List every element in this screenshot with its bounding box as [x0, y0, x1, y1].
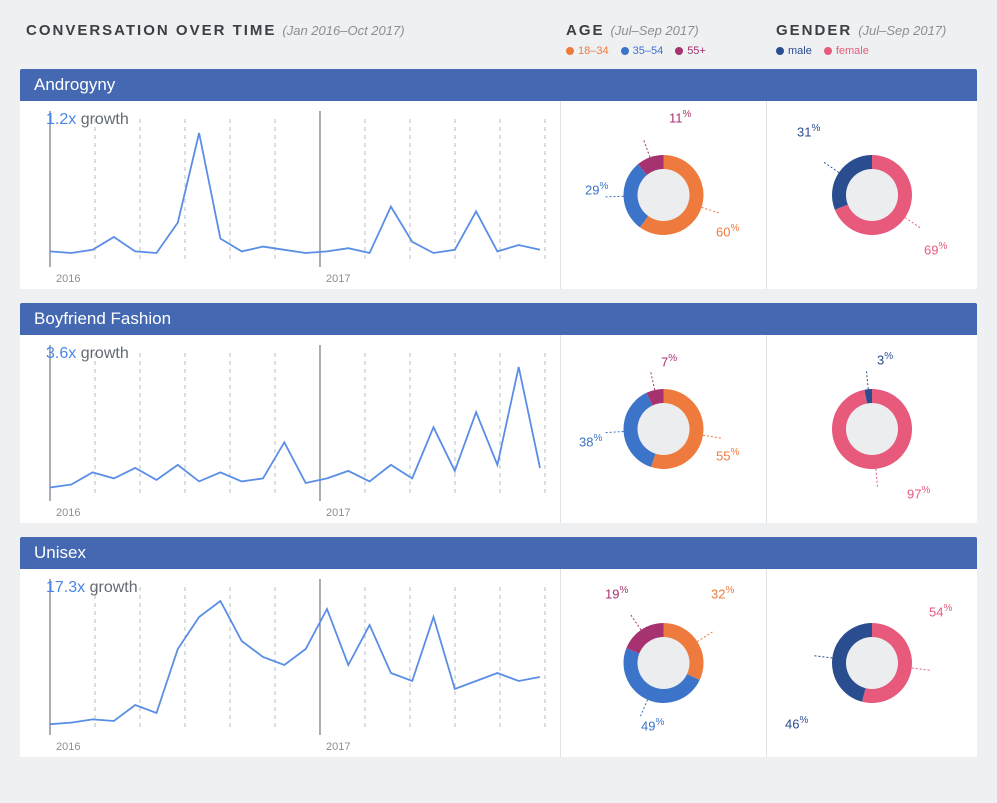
donut-value-label: 3%: [877, 351, 893, 367]
legend-item: 35–54: [621, 45, 664, 57]
donut-value-label: 38%: [579, 433, 602, 449]
legend-item: 18–34: [566, 45, 609, 57]
donut-chart-svg: [767, 335, 977, 523]
growth-value: 17.3x: [46, 579, 85, 596]
growth-label: 17.3x growth: [46, 579, 138, 597]
header-age: AGE (Jul–Sep 2017) 18–34 35–54 55+: [566, 22, 776, 57]
donut-value-label: 49%: [641, 717, 664, 733]
panel-body: 3.6x growth 2016 2017 55% 38% 7% 97% 3%: [20, 335, 977, 523]
line-chart-svg: [20, 335, 560, 523]
topic-panel: Boyfriend Fashion 3.6x growth 2016 2017 …: [20, 303, 977, 523]
donut-value-label: 69%: [924, 241, 947, 257]
donut-value-label: 11%: [669, 109, 691, 125]
legend-dot-icon: [824, 47, 832, 55]
donut-value-label: 7%: [661, 353, 677, 369]
gender-range: (Jul–Sep 2017): [858, 23, 946, 38]
header-conversation: CONVERSATION OVER TIME (Jan 2016–Oct 201…: [26, 22, 566, 39]
gender-legend: male female: [776, 45, 971, 57]
age-donut-cell: 60% 29% 11%: [561, 101, 767, 289]
conversation-range: (Jan 2016–Oct 2017): [282, 23, 404, 38]
panels-container: Androgyny 1.2x growth 2016 2017 60% 29% 11…: [0, 69, 997, 757]
growth-label: 3.6x growth: [46, 345, 129, 363]
legend-item: 55+: [675, 45, 706, 57]
gender-donut-cell: 97% 3%: [767, 335, 977, 523]
legend-dot-icon: [675, 47, 683, 55]
header-gender: GENDER (Jul–Sep 2017) male female: [776, 22, 971, 57]
line-chart-cell: 17.3x growth 2016 2017: [20, 569, 561, 757]
panel-title: Androgyny: [20, 69, 977, 101]
line-chart-cell: 3.6x growth 2016 2017: [20, 335, 561, 523]
legend-item: female: [824, 45, 869, 57]
donut-value-label: 46%: [785, 715, 808, 731]
panel-body: 17.3x growth 2016 2017 32% 49% 19% 54% 46%: [20, 569, 977, 757]
donut-value-label: 60%: [716, 223, 739, 239]
legend-label: 55+: [687, 45, 706, 57]
topic-panel: Androgyny 1.2x growth 2016 2017 60% 29% 11…: [20, 69, 977, 289]
legend-label: female: [836, 45, 869, 57]
dashboard-header: CONVERSATION OVER TIME (Jan 2016–Oct 201…: [0, 0, 997, 69]
donut-value-label: 55%: [716, 447, 739, 463]
age-legend: 18–34 35–54 55+: [566, 45, 776, 57]
growth-label: 1.2x growth: [46, 111, 129, 129]
growth-value: 3.6x: [46, 345, 76, 362]
year-label: 2016: [56, 741, 80, 753]
line-chart-svg: [20, 569, 560, 757]
donut-value-label: 31%: [797, 123, 820, 139]
growth-value: 1.2x: [46, 111, 76, 128]
legend-dot-icon: [621, 47, 629, 55]
line-chart-cell: 1.2x growth 2016 2017: [20, 101, 561, 289]
donut-value-label: 29%: [585, 181, 608, 197]
donut-value-label: 97%: [907, 485, 930, 501]
gender-donut-cell: 69% 31%: [767, 101, 977, 289]
legend-dot-icon: [566, 47, 574, 55]
gender-title: GENDER: [776, 22, 852, 39]
age-title: AGE: [566, 22, 605, 39]
panel-title: Unisex: [20, 537, 977, 569]
age-donut-cell: 32% 49% 19%: [561, 569, 767, 757]
age-range: (Jul–Sep 2017): [611, 23, 699, 38]
gender-donut-cell: 54% 46%: [767, 569, 977, 757]
year-label: 2017: [326, 741, 350, 753]
conversation-title: CONVERSATION OVER TIME: [26, 22, 276, 39]
line-chart-svg: [20, 101, 560, 289]
topic-panel: Unisex 17.3x growth 2016 2017 32% 49% 19% …: [20, 537, 977, 757]
donut-value-label: 54%: [929, 603, 952, 619]
legend-label: male: [788, 45, 812, 57]
donut-value-label: 32%: [711, 585, 734, 601]
legend-label: 35–54: [633, 45, 664, 57]
year-label: 2016: [56, 273, 80, 285]
year-label: 2017: [326, 507, 350, 519]
year-label: 2017: [326, 273, 350, 285]
legend-item: male: [776, 45, 812, 57]
year-label: 2016: [56, 507, 80, 519]
donut-value-label: 19%: [605, 585, 628, 601]
age-donut-cell: 55% 38% 7%: [561, 335, 767, 523]
legend-label: 18–34: [578, 45, 609, 57]
legend-dot-icon: [776, 47, 784, 55]
panel-title: Boyfriend Fashion: [20, 303, 977, 335]
panel-body: 1.2x growth 2016 2017 60% 29% 11% 69% 31%: [20, 101, 977, 289]
